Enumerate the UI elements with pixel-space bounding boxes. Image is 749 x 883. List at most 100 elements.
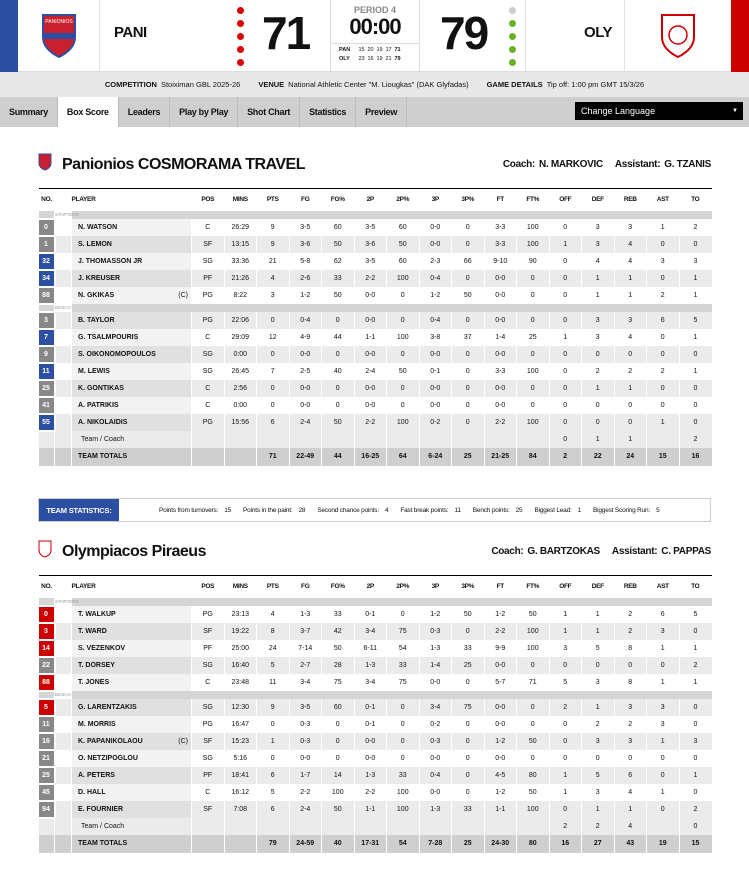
change-language-select[interactable]: Change Language ▼ xyxy=(575,102,743,120)
player-row[interactable]: 88 N. GKIKAS (C) PG 8:22 3 1-2 50 0-0 0 1-2 50 0-0 0 0… xyxy=(38,285,712,305)
player-name[interactable]: S. LEMON xyxy=(71,235,192,253)
column-header-def[interactable]: DEF xyxy=(581,188,614,211)
player-row[interactable]: 25 K. GONTIKAS C 2:56 0 0-0 0 0-0 0 0-0 0 0-0 0 0 1 1 0 0 xyxy=(38,378,712,398)
tab-shot-chart[interactable]: Shot Chart xyxy=(238,97,301,127)
player-name[interactable]: S. VEZENKOV xyxy=(71,639,192,657)
column-header-3p[interactable]: 3P xyxy=(419,188,452,211)
column-header-fg[interactable]: FG% xyxy=(321,575,354,598)
player-row[interactable]: 7 G. TSALMPOURIS C 29:09 12 4-9 44 1-1 100 3-8 37 1… xyxy=(38,327,712,347)
column-header-ast[interactable]: AST xyxy=(646,575,679,598)
player-row[interactable]: 94 E. FOURNIER SF 7:08 6 2-4 50 1-1 100 1-3 33 1-1 1… xyxy=(38,799,712,819)
player-name[interactable]: N. GKIKAS (C) xyxy=(71,286,192,304)
column-header-off[interactable]: OFF xyxy=(549,575,582,598)
column-header-2p[interactable]: 2P xyxy=(354,575,387,598)
tab-box-score[interactable]: Box Score xyxy=(57,97,119,127)
player-row[interactable]: 11 M. LEWIS SG 26:45 7 2-5 40 2-4 50 0-1 0 3-3 100 0 2… xyxy=(38,361,712,381)
player-row[interactable]: 55 A. NIKOLAIDIS PG 15:56 6 2-4 50 2-2 100 0-2 0 2-… xyxy=(38,412,712,432)
player-row[interactable]: 9 S. OIKONOMOPOULOS SG 0:00 0 0-0 0 0-0 0 0-0 0 0-0… xyxy=(38,344,712,364)
tab-play-by-play[interactable]: Play by Play xyxy=(170,97,239,127)
player-name[interactable]: A. PATRIKIS xyxy=(71,396,192,414)
player-row[interactable]: 41 A. PATRIKIS C 0:00 0 0-0 0 0-0 0 0-0 0 0-0 0 0 0 0 0 0 xyxy=(38,395,712,415)
player-name[interactable]: E. FOURNIER xyxy=(71,800,192,818)
player-name[interactable]: A. PETERS xyxy=(71,766,192,784)
tab-preview[interactable]: Preview xyxy=(356,97,408,127)
player-row[interactable]: 14 S. VEZENKOV PF 25:00 24 7-14 50 6-11 54 1-3 33 9… xyxy=(38,638,712,658)
column-header-pts[interactable]: PTS xyxy=(256,575,289,598)
player-name[interactable]: M. LEWIS xyxy=(71,362,192,380)
player-row[interactable]: 3 T. WARD SF 19:22 8 3-7 42 3-4 75 0-3 0 2-2 100 1 1 2 3… xyxy=(38,621,712,641)
column-header-reb[interactable]: REB xyxy=(614,188,647,211)
column-header-ast[interactable]: AST xyxy=(646,188,679,211)
column-header-mins[interactable]: MINS xyxy=(224,188,257,211)
column-header-ft[interactable]: FT xyxy=(484,188,517,211)
player-name[interactable]: K. PAPANIKOLAOU (C) xyxy=(71,732,192,750)
column-header-pts[interactable]: PTS xyxy=(256,188,289,211)
player-name[interactable]: T. WARD xyxy=(71,622,192,640)
player-name[interactable]: D. HALL xyxy=(71,783,192,801)
column-header-fg[interactable]: FG% xyxy=(321,188,354,211)
player-name[interactable]: G. TSALMPOURIS xyxy=(71,328,192,346)
player-name[interactable]: T. JONES xyxy=(71,673,192,691)
player-name[interactable]: S. OIKONOMOPOULOS xyxy=(71,345,192,363)
row-spacer xyxy=(54,379,72,397)
player-row[interactable]: 0 N. WATSON C 26:29 9 3-5 60 3-5 60 0-0 0 3-3 100 0 3 3… xyxy=(38,217,712,237)
column-header-2p[interactable]: 2P xyxy=(354,188,387,211)
stat-ft: 0 xyxy=(516,269,549,287)
column-header-no[interactable]: NO. xyxy=(38,575,55,598)
player-name[interactable]: K. GONTIKAS xyxy=(71,379,192,397)
player-name[interactable]: M. MORRIS xyxy=(71,715,192,733)
column-header-3p[interactable]: 3P% xyxy=(451,188,484,211)
column-header-fg[interactable]: FG xyxy=(289,188,322,211)
column-header-player[interactable]: PLAYER xyxy=(71,188,192,211)
player-name[interactable]: T. DORSEY xyxy=(71,656,192,674)
total-cell: 15 xyxy=(646,447,679,466)
column-header-ft[interactable]: FT% xyxy=(516,188,549,211)
column-header-pos[interactable]: POS xyxy=(191,575,224,598)
player-row[interactable]: 11 M. MORRIS PG 16:47 0 0-3 0 0-1 0 0-2 0 0-0 0 0 2 2 3 0 xyxy=(38,714,712,734)
column-header-mins[interactable]: MINS xyxy=(224,575,257,598)
player-row[interactable]: 21 O. NETZIPOGLOU SG 5:16 0 0-0 0 0-0 0 0-0 0 0-0 0 0… xyxy=(38,748,712,768)
player-name[interactable]: T. WALKUP xyxy=(71,605,192,623)
player-name[interactable]: J. THOMASSON JR xyxy=(71,252,192,270)
player-row[interactable]: 32 J. THOMASSON JR SG 33:36 21 5-8 62 3-5 60 2-3 6… xyxy=(38,251,712,271)
player-name[interactable]: A. NIKOLAIDIS xyxy=(71,413,192,431)
column-header-to[interactable]: TO xyxy=(679,188,712,211)
stat-pos: SG xyxy=(191,252,224,270)
column-header-2p[interactable]: 2P% xyxy=(386,188,419,211)
column-header-reb[interactable]: REB xyxy=(614,575,647,598)
column-header-off[interactable]: OFF xyxy=(549,188,582,211)
tab-leaders[interactable]: Leaders xyxy=(119,97,171,127)
player-row[interactable]: 34 J. KREUSER PF 21:26 4 2-6 33 2-2 100 0-4 0 0-0 0 0… xyxy=(38,268,712,288)
stat-reb: 3 xyxy=(613,311,647,329)
player-row[interactable]: 45 D. HALL C 16:12 5 2-2 100 2-2 100 0-0 0 1-2 50 1 3 4… xyxy=(38,782,712,802)
column-header-player[interactable]: PLAYER xyxy=(71,575,192,598)
player-name[interactable]: B. TAYLOR xyxy=(71,311,192,329)
column-header-no[interactable]: NO. xyxy=(38,188,55,211)
player-row[interactable]: 22 T. DORSEY SG 16:40 5 2-7 28 1-3 33 1-4 25 0-0 0 0 0… xyxy=(38,655,712,675)
player-row[interactable]: 16 K. PAPANIKOLAOU (C) SF 15:23 1 0-3 0 0-0 0 0-3 0… xyxy=(38,731,712,751)
column-header-3p[interactable]: 3P xyxy=(419,575,452,598)
stat-fg: 62 xyxy=(321,252,354,270)
column-header-pos[interactable]: POS xyxy=(191,188,224,211)
column-header-to[interactable]: TO xyxy=(679,575,712,598)
player-row[interactable]: 88 T. JONES C 23:48 11 3-4 75 3-4 75 0-0 0 5-7 71 5 3 8… xyxy=(38,672,712,692)
player-name[interactable]: J. KREUSER xyxy=(71,269,192,287)
column-header-fg[interactable]: FG xyxy=(289,575,322,598)
column-header-ft[interactable]: FT xyxy=(484,575,517,598)
player-row[interactable]: 5 G. LARENTZAKIS SG 12:30 9 3-5 60 0-1 0 3-4 75 0-0… xyxy=(38,697,712,717)
player-row[interactable]: 1 S. LEMON SF 13:15 9 3-6 50 3-6 50 0-0 0 3-3 100 1 3 4… xyxy=(38,234,712,254)
column-header-def[interactable]: DEF xyxy=(581,575,614,598)
player-row[interactable]: 0 T. WALKUP PG 23:13 4 1-3 33 0-1 0 1-2 50 1-2 50 1 1 2… xyxy=(38,604,712,624)
row-spacer xyxy=(54,673,72,691)
column-header-ft[interactable]: FT% xyxy=(516,575,549,598)
player-row[interactable]: 3 B. TAYLOR PG 22:06 0 0-4 0 0-0 0 0-4 0 0-0 0 0 3 3 6 5 xyxy=(38,310,712,330)
tab-statistics[interactable]: Statistics xyxy=(300,97,357,127)
column-header-3p[interactable]: 3P% xyxy=(451,575,484,598)
stat-ft: 50 xyxy=(516,605,549,623)
player-name[interactable]: N. WATSON xyxy=(71,218,192,236)
player-name[interactable]: G. LARENTZAKIS xyxy=(71,698,192,716)
player-row[interactable]: 25 A. PETERS PF 18:41 6 1-7 14 1-3 33 0-4 0 4-5 80 1 5… xyxy=(38,765,712,785)
player-name[interactable]: O. NETZIPOGLOU xyxy=(71,749,192,767)
column-header-2p[interactable]: 2P% xyxy=(386,575,419,598)
tab-summary[interactable]: Summary xyxy=(0,97,58,127)
